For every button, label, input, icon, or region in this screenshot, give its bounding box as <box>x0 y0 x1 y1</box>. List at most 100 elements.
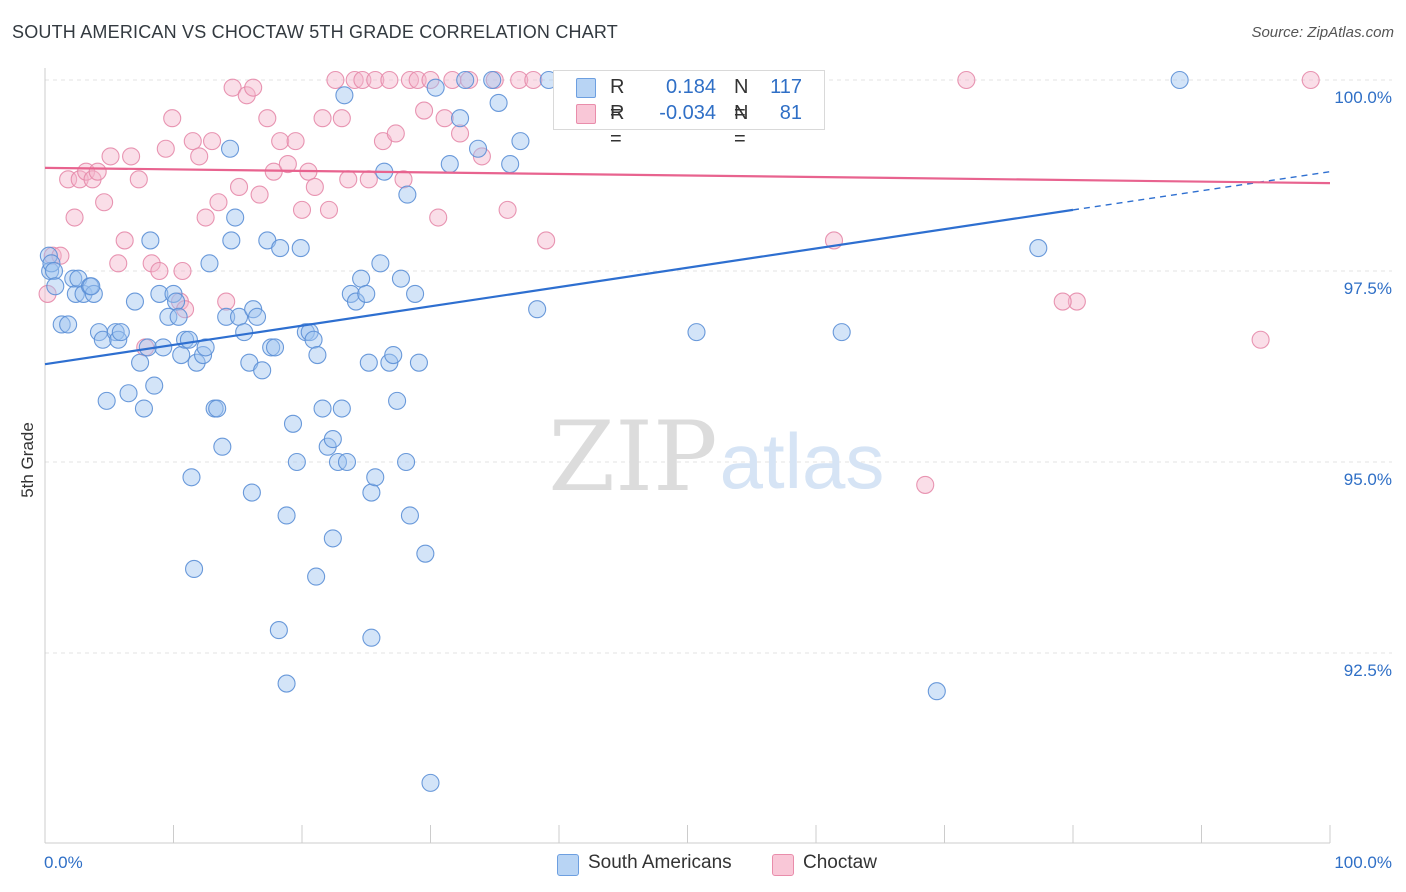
south-american-point <box>528 300 547 319</box>
watermark: ZIP atlas <box>548 401 884 513</box>
south-american-point <box>217 307 236 326</box>
south-american-point <box>46 277 65 296</box>
south-american-point <box>927 682 946 701</box>
choctaw-point <box>305 177 324 197</box>
choctaw-point <box>129 170 148 189</box>
y-tick-label: 100.0% <box>1334 88 1392 107</box>
south-american-point <box>416 544 435 563</box>
south-american-point <box>352 269 371 288</box>
south-american-trend-extension <box>1072 170 1331 211</box>
choctaw-point <box>203 132 222 151</box>
choctaw-point <box>332 109 351 128</box>
south-american-point <box>483 70 502 90</box>
south-american-point <box>159 307 178 326</box>
south-american-point <box>426 78 445 97</box>
choctaw-point <box>142 254 161 273</box>
south-american-point <box>242 483 261 502</box>
south-american-point <box>384 345 403 365</box>
south-american-point <box>222 231 241 250</box>
south-american-point <box>182 468 201 487</box>
south-american-point <box>501 154 520 174</box>
choctaw-point <box>435 109 454 128</box>
legend-swatch-south-americans <box>557 854 579 876</box>
legend-swatch-south-americans <box>576 78 596 98</box>
choctaw-point <box>43 246 62 265</box>
choctaw-point <box>537 231 556 250</box>
choctaw-point <box>209 193 228 212</box>
south-american-point <box>291 239 310 258</box>
legend-n-value: 117 <box>770 76 802 98</box>
south-american-point <box>451 109 470 128</box>
south-american-point <box>409 353 428 372</box>
legend-n-value: 81 <box>779 102 802 124</box>
choctaw-point <box>173 261 192 281</box>
choctaw-point <box>510 70 529 90</box>
south-american-point <box>323 529 342 548</box>
south-american-point <box>400 506 419 525</box>
watermark-atlas: atlas <box>720 417 885 505</box>
south-american-point <box>440 154 459 174</box>
choctaw-point <box>183 132 202 151</box>
south-american-point <box>59 315 78 334</box>
south-american-point <box>119 384 138 403</box>
choctaw-point <box>156 139 175 158</box>
choctaw-point <box>916 475 935 494</box>
choctaw-point <box>386 124 405 143</box>
choctaw-point <box>380 70 399 90</box>
choctaw-point <box>278 154 297 174</box>
y-tick-label: 95.0% <box>1344 470 1392 489</box>
choctaw-point <box>250 185 269 204</box>
south-american-point <box>397 452 416 472</box>
south-american-point <box>265 338 285 357</box>
south-american-point <box>362 483 381 502</box>
south-american-point <box>511 132 530 151</box>
choctaw-point <box>229 177 249 197</box>
points-layer <box>38 70 1320 792</box>
choctaw-point <box>237 86 256 105</box>
choctaw-trend-line <box>44 166 1331 185</box>
choctaw-point <box>353 70 372 90</box>
choctaw-point <box>95 193 114 212</box>
choctaw-point <box>217 292 236 311</box>
south-american-point <box>172 345 191 365</box>
south-american-point <box>421 773 440 792</box>
south-american-point <box>150 284 169 303</box>
south-american-point <box>398 185 417 204</box>
south-american-point <box>44 261 64 281</box>
choctaw-point <box>366 70 385 90</box>
choctaw-point <box>88 162 107 181</box>
south-american-point <box>74 284 93 303</box>
south-american-point <box>362 628 381 647</box>
south-american-point <box>125 292 144 311</box>
legend-r-label: R = <box>610 76 625 124</box>
south-american-point <box>185 559 204 579</box>
choctaw-point <box>408 70 427 90</box>
south-american-point <box>247 307 267 326</box>
legend-r-value: -0.034 <box>659 102 716 124</box>
choctaw-point <box>101 147 120 166</box>
south-american-point <box>287 452 306 472</box>
choctaw-point <box>292 200 312 219</box>
south-american-point <box>357 284 376 303</box>
choctaw-point <box>459 70 479 90</box>
south-american-point <box>346 292 366 311</box>
south-american-point <box>52 315 71 334</box>
south-american-point <box>832 323 851 342</box>
south-american-point <box>226 208 245 227</box>
south-american-point <box>371 254 390 273</box>
choctaw-point <box>244 78 263 97</box>
choctaw-point <box>1067 292 1086 311</box>
south-american-point <box>167 292 186 311</box>
legend-r-label: R = <box>610 102 625 150</box>
choctaw-point <box>313 109 332 128</box>
south-american-point <box>1170 70 1189 90</box>
choctaw-point <box>38 284 57 303</box>
choctaw-point <box>498 200 517 219</box>
south-american-point <box>391 269 410 288</box>
choctaw-point <box>345 70 364 90</box>
choctaw-point <box>415 101 434 120</box>
south-american-point <box>388 391 407 410</box>
south-american-point <box>406 284 425 303</box>
south-american-point <box>220 139 240 158</box>
